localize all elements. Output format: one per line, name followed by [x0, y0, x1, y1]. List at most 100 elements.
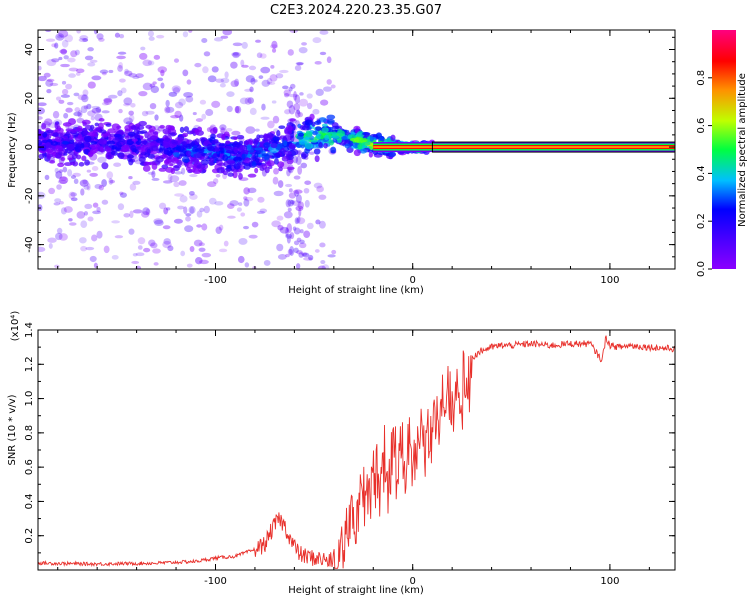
- heatmap-noise-cell: [227, 215, 236, 219]
- heatmap-ridge-cell: [284, 128, 293, 136]
- heatmap-noise-cell: [120, 87, 127, 94]
- heatmap-ridge-cell: [113, 133, 122, 138]
- heatmap-noise-cell: [145, 208, 151, 216]
- heatmap-noise-cell: [73, 92, 80, 97]
- heatmap-ridge-cell: [387, 151, 397, 158]
- heatmap-noise-cell: [70, 50, 78, 58]
- heatmap-ridge-cell: [315, 126, 322, 131]
- heatmap-noise-cell: [128, 175, 133, 180]
- heatmap-streak-cell: [293, 91, 297, 101]
- heatmap-ridge-cell: [259, 167, 265, 171]
- heatmap-ridge-cell: [221, 134, 226, 141]
- heatmap-ridge-cell: [239, 144, 246, 151]
- heatmap-noise-cell: [70, 192, 77, 197]
- heatmap-streak-cell: [287, 207, 292, 212]
- heatmap-noise-cell: [131, 260, 140, 264]
- heatmap-noise-cell: [188, 190, 195, 196]
- heatmap-ridge-cell: [233, 156, 242, 162]
- heatmap-streak-cell: [288, 86, 293, 92]
- heatmap-ridge-cell: [38, 153, 45, 160]
- heatmap-noise-cell: [67, 57, 76, 63]
- heatmap-ridge-cell: [149, 135, 158, 141]
- heatmap-noise-cell: [132, 180, 141, 185]
- heatmap-noise-cell: [203, 205, 210, 214]
- heatmap-ridge-cell: [93, 132, 98, 138]
- heatmap-noise-cell: [129, 183, 137, 191]
- heatmap-noise-cell: [139, 52, 148, 60]
- colorbar-label: Normalized spectral amplitude: [737, 73, 748, 227]
- heatmap-noise-cell: [89, 59, 98, 63]
- heatmap-noise-cell: [271, 220, 281, 228]
- heatmap-ridge-cell: [190, 130, 195, 135]
- heatmap-noise-cell: [51, 43, 57, 48]
- heatmap-noise-cell: [56, 227, 63, 234]
- heatmap-noise-cell: [153, 54, 161, 60]
- heatmap-noise-cell: [220, 126, 225, 134]
- heatmap-streak-cell: [298, 252, 304, 258]
- heatmap-ridge-cell: [182, 132, 189, 138]
- heatmap-ridge-cell: [177, 145, 182, 151]
- heatmap-streak-cell: [297, 166, 303, 175]
- heatmap-noise-cell: [153, 218, 164, 225]
- heatmap-noise-cell: [44, 118, 53, 126]
- heatmap-streak-cell: [286, 168, 291, 177]
- heatmap-noise-cell: [163, 238, 171, 245]
- heatmap-noise-cell: [164, 106, 171, 114]
- heatmap-noise-cell: [320, 99, 329, 106]
- heatmap-noise-cell: [174, 101, 184, 109]
- heatmap-noise-cell: [315, 219, 321, 225]
- heatmap-ridge-cell: [314, 120, 322, 126]
- heatmap-noise-cell: [314, 249, 320, 253]
- heatmap-ridge-cell: [236, 161, 246, 166]
- heatmap-ridge-cell: [369, 136, 375, 142]
- heatmap-noise-cell: [243, 198, 250, 207]
- heatmap-noise-cell: [207, 75, 217, 83]
- heatmap-noise-cell: [46, 78, 55, 82]
- heatmap-noise-cell: [106, 171, 114, 179]
- heatmap-noise-cell: [174, 110, 182, 119]
- heatmap-noise-cell: [249, 86, 254, 93]
- heatmap-ridge-cell: [124, 135, 130, 140]
- heatmap-noise-cell: [327, 254, 336, 258]
- heatmap-noise-cell: [199, 207, 205, 213]
- heatmap-noise-cell: [323, 86, 332, 92]
- heatmap-ridge-cell: [148, 150, 158, 155]
- heatmap-streak-cell: [284, 92, 290, 98]
- heatmap-noise-cell: [157, 77, 164, 82]
- heatmap-noise-cell: [148, 239, 156, 247]
- heatmap-noise-cell: [199, 99, 207, 105]
- heatmap-ridge-cell: [63, 162, 73, 167]
- heatmap-noise-cell: [173, 58, 180, 63]
- heatmap-noise-cell: [182, 69, 189, 77]
- heatmap-ridge-cell: [78, 162, 85, 167]
- heatmap-noise-cell: [58, 176, 69, 185]
- heatmap-noise-cell: [98, 184, 105, 191]
- spectrogram-panel: -100 0 100 -40 -20 0 20 40 Height of straight l…: [7, 29, 676, 296]
- heatmap-noise-cell: [118, 62, 124, 69]
- heatmap-noise-cell: [124, 70, 133, 77]
- heatmap-noise-cell: [38, 246, 46, 253]
- snr-ytick-label: 1.2: [24, 356, 35, 372]
- heatmap-ridge-cell: [94, 122, 100, 127]
- heatmap-noise-cell: [259, 208, 268, 213]
- heatmap-noise-cell: [331, 249, 337, 255]
- heatmap-ridge-cell: [236, 134, 245, 140]
- heatmap-ridge-cell: [117, 152, 125, 160]
- heatmap-ridge-cell: [61, 140, 69, 145]
- heatmap-noise-cell: [222, 30, 233, 36]
- heatmap-noise-cell: [224, 71, 229, 79]
- heatmap-noise-cell: [270, 64, 275, 69]
- heatmap-noise-cell: [157, 66, 168, 74]
- heatmap-ridge-cell: [54, 122, 59, 130]
- heatmap-noise-cell: [130, 102, 136, 108]
- heatmap-streak-cell: [294, 190, 300, 197]
- heatmap-ridge-cell: [283, 150, 292, 156]
- heatmap-ridge-cell: [232, 141, 241, 146]
- heatmap-noise-cell: [293, 189, 303, 194]
- heatmap-ridge-cell: [52, 129, 59, 133]
- heatmap-noise-cell: [87, 62, 96, 67]
- heatmap-noise-cell: [108, 69, 114, 74]
- snr-series: [38, 335, 675, 569]
- heatmap-noise-cell: [63, 112, 69, 119]
- colorbar-ticks: 0.0 0.2 0.4 0.6 0.8: [696, 70, 712, 277]
